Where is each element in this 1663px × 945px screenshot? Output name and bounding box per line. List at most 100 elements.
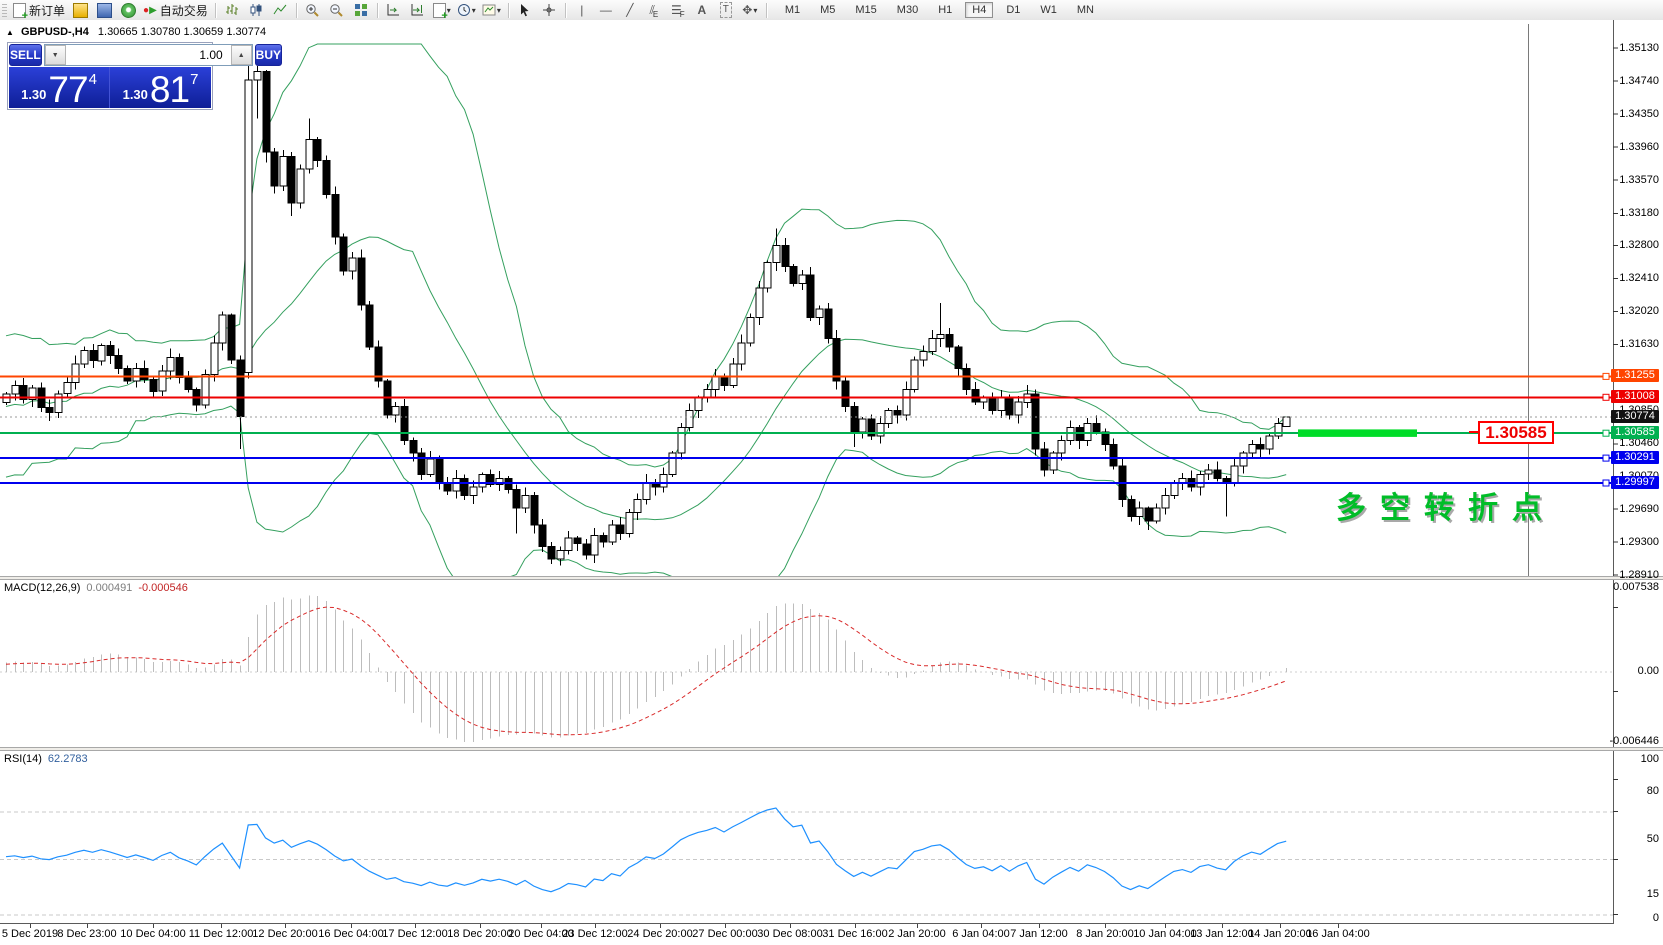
bear-candle: [806, 274, 815, 319]
price-tag-object[interactable]: 1.30585: [1469, 421, 1554, 444]
horizontal-line-button[interactable]: —: [594, 0, 618, 20]
arrows-button[interactable]: ✥ ▾: [738, 0, 762, 20]
text-label-icon: T: [719, 2, 732, 18]
timeframe-H1[interactable]: H1: [938, 4, 953, 16]
bull-candle: [391, 406, 400, 416]
new-order-button[interactable]: + 新订单: [10, 0, 68, 21]
highlight-bar-object[interactable]: [1298, 429, 1417, 437]
macd-canvas[interactable]: [0, 580, 1663, 748]
zoom-in-icon: [306, 3, 319, 17]
autotrade-button[interactable]: ●▶ 自动交易: [140, 0, 211, 20]
bull-candle: [210, 342, 219, 375]
date-axis-label: 16 Dec 04:00: [318, 928, 384, 940]
bear-candle: [322, 160, 331, 196]
bear-candle: [945, 333, 954, 348]
price-axis-label: 1.31630: [1619, 338, 1659, 351]
panel-splitter[interactable]: [0, 747, 1663, 751]
price-axis-label-line: 1.29997: [1611, 476, 1659, 489]
price-axis-label-line: 1.30291: [1611, 451, 1659, 465]
chart-shift-button[interactable]: [406, 0, 430, 20]
bull-candle: [1014, 401, 1023, 416]
price-axis-label: 1.34740: [1619, 74, 1659, 87]
turning-point-text-object[interactable]: 多空转折点: [1336, 492, 1556, 525]
bull-candle: [694, 397, 703, 412]
bull-candle: [305, 139, 314, 170]
fibonacci-button[interactable]: ☰ F: [666, 0, 690, 20]
timeframe-H4[interactable]: H4: [965, 2, 994, 18]
dropdown-caret-icon: ▾: [471, 5, 476, 15]
bull-candle: [1057, 439, 1066, 454]
buy-price[interactable]: 1.30 81 7: [110, 67, 211, 108]
timeframe-MN[interactable]: MN: [1076, 4, 1094, 16]
bear-candle: [262, 71, 271, 153]
date-axis-label: 8 Dec 23:00: [57, 928, 117, 940]
bear-candle: [530, 495, 539, 526]
periods-button[interactable]: ▾: [454, 0, 479, 20]
bear-candle: [339, 236, 348, 272]
new-chart-button[interactable]: [68, 0, 92, 20]
hline-anchor: [1602, 454, 1610, 462]
bull-candle: [1282, 416, 1291, 427]
bear-candle: [971, 389, 980, 403]
sell-price-big: 77: [48, 69, 88, 110]
bear-candle: [400, 406, 409, 441]
volume-input[interactable]: [65, 45, 231, 65]
sell-button[interactable]: SELL: [9, 44, 42, 66]
bar-chart-button[interactable]: [220, 0, 244, 20]
timeframe-M5[interactable]: M5: [820, 4, 836, 16]
templates-button[interactable]: ▾: [479, 0, 504, 20]
zoom-in-button[interactable]: [301, 0, 325, 20]
crosshair-button[interactable]: [537, 0, 561, 20]
cursor-button[interactable]: [513, 0, 537, 20]
auto-scroll-button[interactable]: [382, 0, 406, 20]
bull-candle: [1083, 422, 1092, 441]
bear-candle: [140, 367, 149, 380]
candlestick-chart-button[interactable]: [244, 0, 268, 20]
signal-icon: [120, 2, 136, 18]
arrows-icon: ✥: [742, 3, 753, 17]
bull-candle: [1170, 482, 1179, 496]
channel-button[interactable]: ⫽ E: [642, 0, 666, 20]
volume-increase-button[interactable]: ▲: [230, 45, 252, 65]
timeframe-W1[interactable]: W1: [1040, 4, 1057, 16]
rsi-canvas[interactable]: [0, 751, 1663, 924]
text-label-button[interactable]: T: [714, 0, 738, 20]
hline-anchor: [1602, 479, 1610, 487]
bull-candle: [244, 79, 253, 374]
volume-decrease-button[interactable]: ▼: [44, 45, 66, 65]
text-button[interactable]: A: [690, 0, 714, 20]
timeframe-M1[interactable]: M1: [784, 4, 801, 16]
bear-candle: [270, 151, 279, 187]
indicators-button[interactable]: + ▾: [430, 0, 454, 21]
price-axis-label: 1.33570: [1619, 173, 1659, 186]
bull-candle: [928, 338, 937, 352]
price-chart-canvas[interactable]: [0, 20, 1663, 578]
bear-candle: [1040, 448, 1049, 471]
date-axis-label: 11 Dec 12:00: [188, 928, 254, 940]
horizontal-line-icon: —: [599, 3, 612, 17]
buy-button[interactable]: BUY: [254, 44, 283, 66]
bull-candle: [902, 389, 911, 416]
toolbar-separator: [214, 2, 216, 18]
bear-candle: [867, 418, 876, 437]
market-watch-button[interactable]: [92, 0, 116, 20]
sell-price[interactable]: 1.30 77 4: [9, 67, 110, 108]
timeframe-M15[interactable]: M15: [855, 4, 877, 16]
bear-candle: [1213, 469, 1222, 479]
timeframe-M30[interactable]: M30: [896, 4, 919, 16]
zoom-out-button[interactable]: [325, 0, 349, 20]
panel-splitter[interactable]: [0, 576, 1663, 580]
macd-signal-value: -0.000546: [138, 582, 188, 594]
toolbar-grip[interactable]: [2, 3, 7, 17]
timeframe-D1[interactable]: D1: [1006, 4, 1021, 16]
signals-button[interactable]: [116, 0, 140, 20]
bear-candle: [1101, 431, 1110, 446]
tile-windows-button[interactable]: [349, 0, 373, 20]
line-chart-button[interactable]: [268, 0, 292, 20]
vertical-line-button[interactable]: |: [570, 0, 594, 20]
toolbar-separator: [507, 2, 509, 18]
trendline-button[interactable]: ╱: [618, 0, 642, 20]
rsi-value: 62.2783: [47, 753, 88, 765]
bear-candle: [460, 478, 469, 496]
price-axis-label-line: 1.31255: [1611, 369, 1659, 383]
